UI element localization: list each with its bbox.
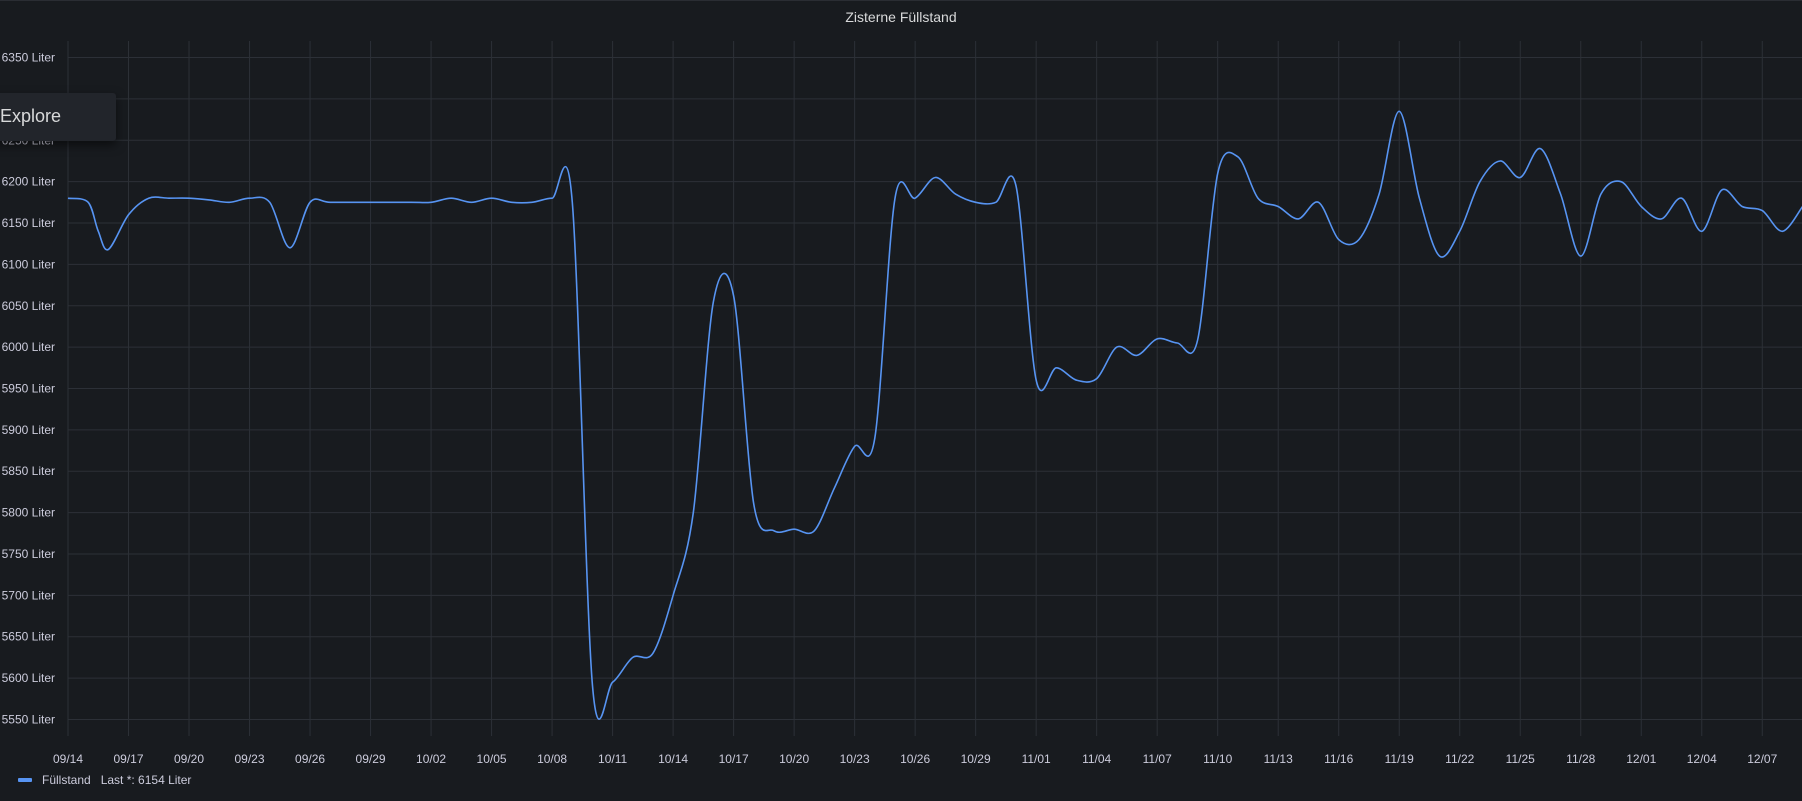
panel-title[interactable]: Zisterne Füllstand [845, 9, 957, 25]
x-tick-label: 09/20 [174, 752, 204, 766]
x-tick-label: 10/05 [477, 752, 507, 766]
x-tick-label: 11/16 [1324, 752, 1353, 766]
x-tick-label: 11/22 [1445, 752, 1474, 766]
x-tick-label: 10/08 [537, 752, 567, 766]
x-tick-label: 10/26 [900, 752, 930, 766]
x-tick-label: 12/04 [1687, 752, 1717, 766]
y-tick-label: 5950 Liter [2, 382, 55, 396]
x-tick-label: 09/29 [356, 752, 386, 766]
x-tick-label: 09/23 [235, 752, 265, 766]
y-tick-label: 6100 Liter [2, 257, 55, 271]
y-tick-label: 5600 Liter [2, 671, 55, 685]
x-tick-label: 11/01 [1022, 752, 1051, 766]
legend-color-swatch [18, 778, 32, 782]
x-tick-label: 10/29 [961, 752, 991, 766]
legend[interactable]: Füllstand Last *: 6154 Liter [18, 771, 191, 789]
y-tick-label: 6350 Liter [2, 51, 55, 65]
x-tick-label: 12/07 [1747, 752, 1777, 766]
x-tick-label: 10/11 [598, 752, 627, 766]
x-tick-label: 11/19 [1385, 752, 1414, 766]
legend-last-value: Last *: 6154 Liter [100, 773, 192, 787]
x-tick-label: 09/17 [113, 752, 143, 766]
x-tick-label: 09/26 [295, 752, 325, 766]
x-tick-label: 11/28 [1566, 752, 1595, 766]
x-tick-label: 11/07 [1143, 752, 1172, 766]
x-tick-label: 11/13 [1264, 752, 1293, 766]
y-tick-label: 5800 Liter [2, 506, 55, 520]
x-tick-label: 12/01 [1626, 752, 1656, 766]
x-tick-label: 11/04 [1082, 752, 1111, 766]
y-tick-label: 6000 Liter [2, 340, 55, 354]
y-tick-label: 5550 Liter [2, 712, 55, 726]
explore-menu-item[interactable]: Explore [0, 93, 116, 141]
y-tick-label: 6200 Liter [2, 175, 55, 189]
y-tick-label: 5750 Liter [2, 547, 55, 561]
x-tick-label: 10/17 [719, 752, 749, 766]
y-tick-label: 5700 Liter [2, 588, 55, 602]
x-tick-label: 09/14 [53, 752, 83, 766]
x-tick-label: 10/02 [416, 752, 446, 766]
x-tick-label: 10/20 [779, 752, 809, 766]
y-tick-label: 6050 Liter [2, 299, 55, 313]
x-tick-label: 11/10 [1203, 752, 1232, 766]
x-tick-label: 11/25 [1506, 752, 1535, 766]
y-tick-label: 6150 Liter [2, 216, 55, 230]
legend-series-name[interactable]: Füllstand [42, 773, 91, 787]
x-tick-label: 10/23 [840, 752, 870, 766]
y-tick-label: 5650 Liter [2, 630, 55, 644]
series-line-fuellstand [67, 110, 1802, 720]
y-tick-label: 5850 Liter [2, 464, 55, 478]
y-tick-label: 5900 Liter [2, 423, 55, 437]
x-tick-label: 10/14 [658, 752, 688, 766]
